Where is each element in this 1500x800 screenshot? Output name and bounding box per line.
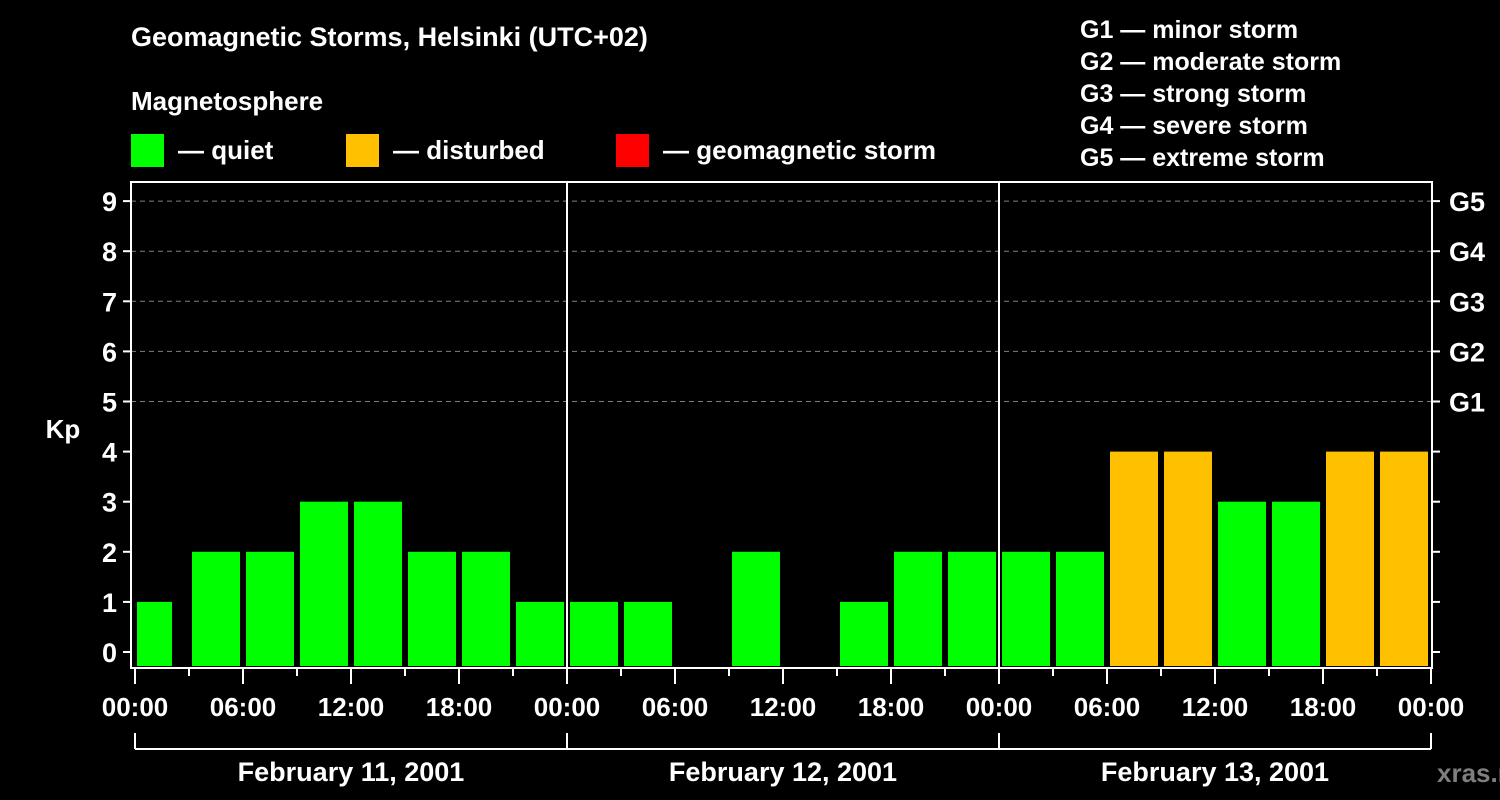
kp-bar: [1164, 451, 1212, 666]
storm-level-label: G3: [1449, 287, 1485, 317]
kp-bar: [300, 501, 348, 666]
kp-bar: [137, 601, 172, 666]
kp-bar: [1002, 551, 1050, 666]
y-tick-label: 9: [102, 187, 117, 217]
kp-bar: [1056, 551, 1104, 666]
kp-bar: [408, 551, 456, 666]
kp-bar: [1272, 501, 1320, 666]
kp-bar: [624, 601, 672, 666]
scale-g3: G3 — strong storm: [1080, 80, 1307, 108]
kp-bar: [948, 551, 996, 666]
day-label: February 11, 2001: [238, 757, 465, 787]
scale-g4: G4 — severe storm: [1080, 112, 1308, 140]
legend-quiet: — quiet: [131, 133, 273, 167]
kp-bar: [354, 501, 402, 666]
x-tick-label: 18:00: [858, 692, 925, 722]
day-label: February 13, 2001: [1101, 757, 1329, 787]
x-tick-label: 00:00: [1398, 692, 1465, 722]
scale-g2: G2 — moderate storm: [1080, 48, 1342, 76]
y-tick-label: 1: [102, 588, 117, 618]
y-tick-label: 3: [102, 488, 117, 518]
grid-lines: [131, 200, 1432, 402]
kp-bar: [1380, 451, 1428, 666]
y-tick-label: 5: [102, 388, 117, 418]
scale-g1: G1 — minor storm: [1080, 16, 1299, 44]
kp-bar: [246, 551, 294, 666]
x-tick-label: 18:00: [426, 692, 493, 722]
y-tick-label: 8: [102, 237, 117, 267]
legend-storm: — geomagnetic storm: [616, 133, 936, 167]
quiet-swatch: [131, 133, 164, 167]
day-label: February 12, 2001: [669, 757, 897, 787]
kp-bar: [894, 551, 942, 666]
axes: 0 1 2 3 4 5 6 7 8 9 G1 G2 G3 G4 G5 00:00 06:00 12:00 18:00…: [102, 181, 1485, 787]
disturbed-swatch: [346, 133, 379, 167]
kp-bar: [462, 551, 510, 666]
x-tick-label: 18:00: [1290, 692, 1357, 722]
kp-bar: [840, 601, 888, 666]
kp-bar: [570, 601, 618, 666]
storm-scale-legend: G1 — minor storm G2 — moderate storm G3 …: [1080, 14, 1341, 174]
kp-bar: [1218, 501, 1266, 666]
x-tick-label: 06:00: [210, 692, 277, 722]
y-tick-label: 4: [102, 438, 117, 468]
y-tick-label: 2: [102, 538, 117, 568]
legend-disturbed: — disturbed: [346, 133, 545, 167]
x-tick-label: 06:00: [642, 692, 709, 722]
kp-bar: [192, 551, 240, 666]
x-tick-label: 00:00: [102, 692, 169, 722]
legend-storm-label: — geomagnetic storm: [663, 134, 937, 165]
y-axis-label: Kp: [46, 414, 81, 444]
legend-disturbed-label: — disturbed: [393, 134, 545, 165]
x-tick-label: 06:00: [1074, 692, 1141, 722]
kp-bar: [1326, 451, 1374, 666]
scale-g5: G5 — extreme storm: [1080, 144, 1325, 172]
x-tick-label: 00:00: [534, 692, 601, 722]
y-tick-label: 0: [102, 638, 117, 668]
x-tick-label: 12:00: [1182, 692, 1249, 722]
storm-swatch: [616, 133, 649, 167]
x-tick-label: 12:00: [318, 692, 385, 722]
storm-level-label: G2: [1449, 337, 1485, 367]
storm-level-label: G1: [1449, 388, 1485, 418]
legend-title: Magnetosphere: [131, 86, 324, 116]
x-tick-label: 12:00: [750, 692, 817, 722]
watermark: xras.ru: [1437, 758, 1500, 788]
plot-frame: [130, 181, 1433, 669]
y-tick-label: 6: [102, 337, 117, 367]
y-tick-label: 7: [102, 287, 117, 317]
storm-level-label: G5: [1449, 187, 1485, 217]
legend-quiet-label: — quiet: [178, 134, 274, 165]
bars: [137, 451, 1428, 666]
kp-bar: [1110, 451, 1158, 666]
kp-bar: [516, 601, 564, 666]
kp-bar: [732, 551, 780, 666]
storm-level-label: G4: [1449, 237, 1485, 267]
x-tick-label: 00:00: [966, 692, 1033, 722]
chart-title: Geomagnetic Storms, Helsinki (UTC+02): [131, 22, 648, 52]
